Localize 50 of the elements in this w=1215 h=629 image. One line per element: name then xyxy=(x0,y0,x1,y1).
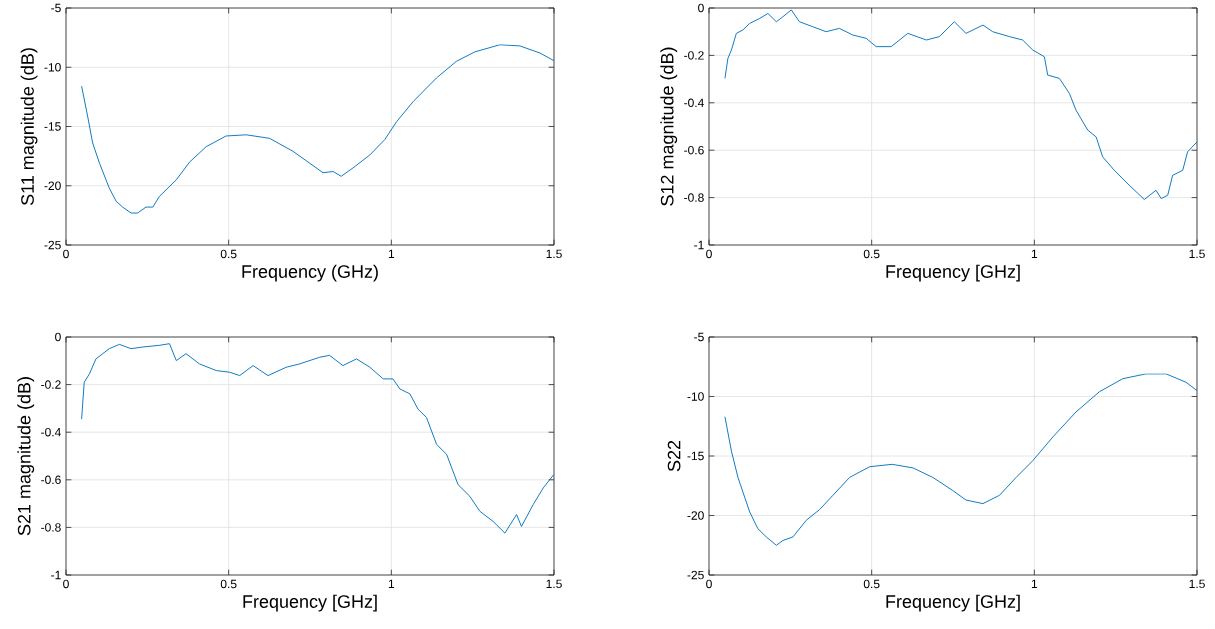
x-tick-label: 1.5 xyxy=(1189,579,1205,589)
line-series xyxy=(81,343,554,534)
y-axis-title: S12 magnitude (dB) xyxy=(660,47,678,206)
y-tick-label: -0.8 xyxy=(684,193,704,202)
line-series xyxy=(81,44,554,214)
x-tick-label: 0.5 xyxy=(863,579,880,589)
x-axis-title: Frequency [GHz] xyxy=(886,594,1020,612)
x-tick-label: 0 xyxy=(706,249,712,259)
x-axis-title: Frequency [GHz] xyxy=(243,594,377,612)
y-tick-label: -25 xyxy=(687,570,704,580)
y-tick-label: -0.4 xyxy=(41,427,61,437)
x-tick-label: 1.5 xyxy=(546,579,562,589)
x-tick-label: 1 xyxy=(388,249,395,258)
y-tick-label: -10 xyxy=(44,63,61,72)
line-series xyxy=(724,9,1198,200)
y-tick-label: -0.2 xyxy=(684,51,704,60)
x-tick-label: 1 xyxy=(388,579,395,588)
x-tick-label: 1 xyxy=(1031,249,1038,258)
y-tick-label: -1 xyxy=(51,570,61,580)
line-series xyxy=(724,373,1198,546)
x-axis-title: Frequency [GHz] xyxy=(886,264,1020,282)
y-tick-label: -0.2 xyxy=(41,380,61,389)
y-axis-title: S21 magnitude (dB) xyxy=(17,377,35,536)
y-tick-label: -1 xyxy=(694,240,704,250)
x-tick-label: 0.5 xyxy=(220,579,237,589)
x-tick-label: 1.5 xyxy=(546,249,562,259)
y-tick-label: 0 xyxy=(55,332,61,342)
y-tick-label: -15 xyxy=(687,451,704,461)
x-tick-label: 0.5 xyxy=(863,249,880,259)
y-axis-title: S22 xyxy=(667,440,681,472)
x-tick-label: 1.5 xyxy=(1189,249,1205,259)
y-tick-label: -10 xyxy=(687,392,704,401)
x-tick-label: 0 xyxy=(706,579,712,589)
x-tick-label: 0 xyxy=(63,579,69,589)
y-tick-label: -25 xyxy=(44,240,61,250)
y-tick-label: -5 xyxy=(694,332,704,342)
y-tick-label: -5 xyxy=(51,3,61,13)
y-tick-label: -0.4 xyxy=(684,98,704,108)
y-tick-label: -20 xyxy=(687,511,704,520)
y-tick-label: -0.8 xyxy=(41,523,61,532)
y-tick-label: -0.6 xyxy=(684,145,704,155)
y-tick-label: 0 xyxy=(698,3,704,13)
x-tick-label: 0.5 xyxy=(220,249,237,259)
y-tick-label: -0.6 xyxy=(41,475,61,485)
x-axis-title: Frequency (GHz) xyxy=(242,264,378,282)
y-tick-label: -20 xyxy=(44,181,61,191)
y-tick-label: -15 xyxy=(44,122,61,131)
x-tick-label: 0 xyxy=(63,249,69,259)
x-tick-label: 1 xyxy=(1031,579,1038,588)
y-axis-title: S11 magnitude (dB) xyxy=(20,48,38,206)
